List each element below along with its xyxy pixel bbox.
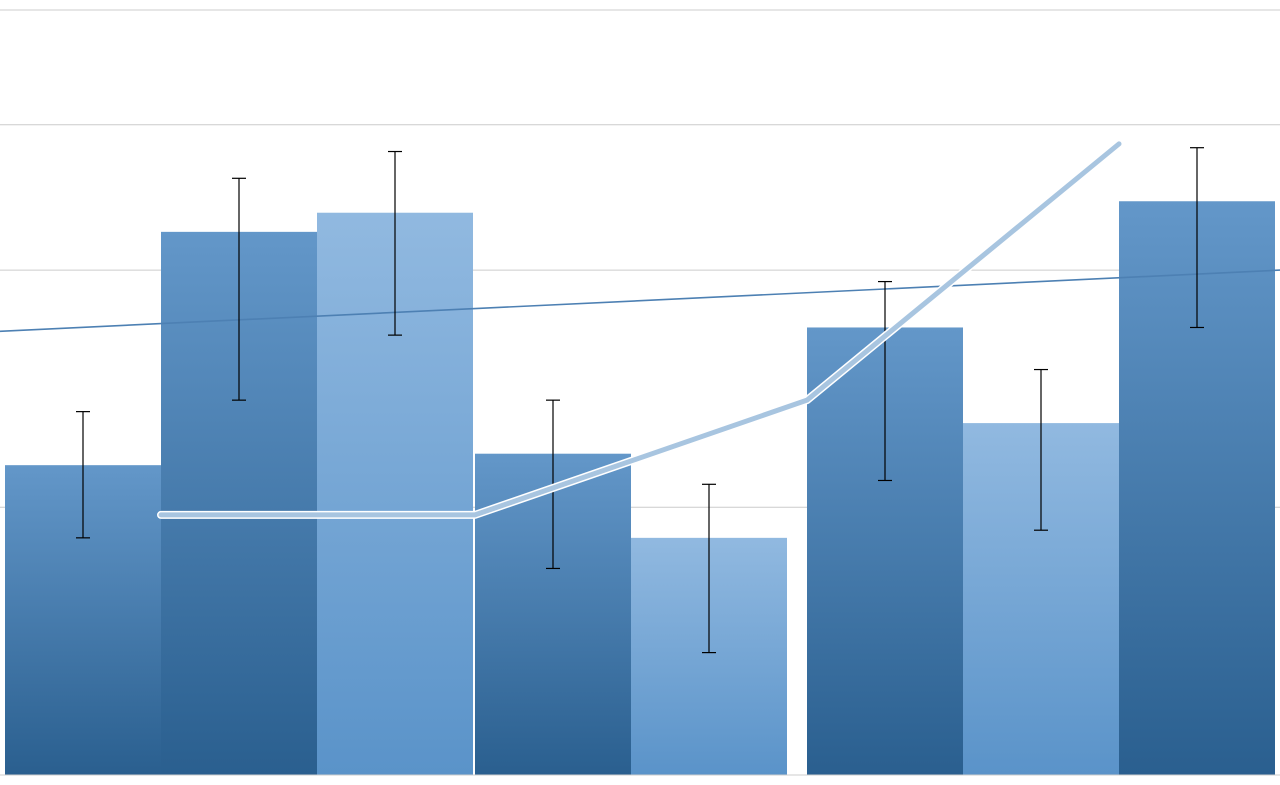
chart-svg (0, 0, 1280, 785)
bar-line-chart (0, 0, 1280, 785)
